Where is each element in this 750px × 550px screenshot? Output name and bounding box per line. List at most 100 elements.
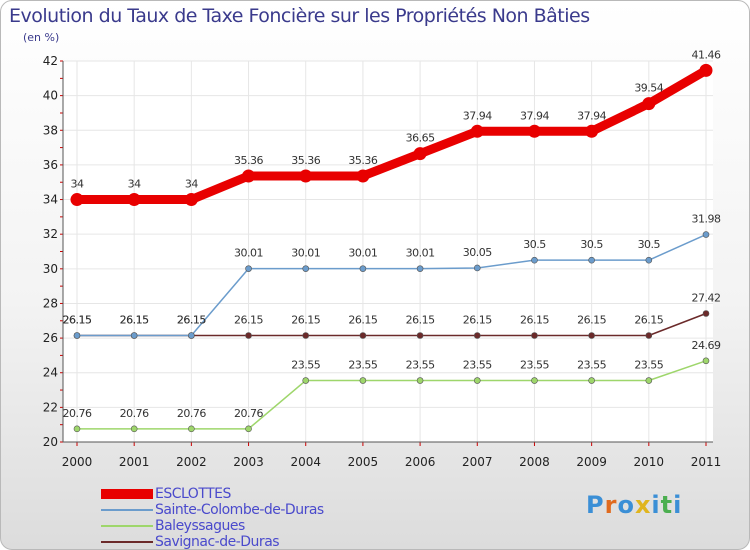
data-label: 30.01: [406, 247, 435, 260]
data-label: 34: [128, 178, 141, 191]
data-label: 35.36: [291, 154, 320, 167]
data-point: [359, 377, 367, 384]
data-label: 26.15: [348, 313, 377, 326]
data-label: 20.76: [234, 407, 263, 420]
data-point: [130, 425, 138, 433]
data-label: 35.36: [234, 154, 263, 167]
data-label: 39.54: [634, 82, 663, 95]
data-label: 26.15: [120, 313, 149, 326]
x-tick-label: 2007: [462, 455, 493, 469]
logo-letter: o: [617, 491, 635, 519]
data-label: 34: [71, 178, 84, 191]
data-point: [416, 332, 424, 339]
data-point: [585, 124, 599, 138]
data-label: 23.55: [634, 359, 663, 372]
data-point: [473, 332, 481, 339]
data-label: 26.15: [463, 313, 492, 326]
data-label: 26.15: [177, 313, 206, 326]
data-label: 36.65: [406, 132, 435, 145]
data-point: [245, 265, 252, 272]
logo-letter: t: [660, 491, 674, 519]
logo-letter: x: [634, 491, 652, 519]
data-label: 27.42: [692, 291, 721, 304]
data-label: 26.15: [520, 313, 549, 326]
data-label: 26.15: [120, 313, 149, 326]
data-point: [73, 425, 81, 433]
data-label: 24.69: [692, 339, 721, 352]
x-tick-label: 2005: [348, 455, 379, 469]
proxiti-logo: Proxiti: [586, 491, 682, 519]
data-point: [588, 377, 595, 384]
data-label: 30.01: [234, 247, 263, 260]
data-label: 26.15: [634, 313, 663, 326]
series-line-1: [76, 233, 707, 337]
data-label: 26.15: [63, 313, 92, 326]
y-tick-label: 42: [43, 54, 58, 68]
data-label: 37.94: [577, 109, 606, 122]
data-label: 23.55: [577, 359, 606, 372]
data-point: [302, 265, 310, 272]
data-point: [702, 310, 710, 317]
data-point: [245, 425, 252, 433]
data-label: 30.01: [348, 247, 377, 260]
legend-label: ESCLOTTES: [155, 486, 231, 502]
data-point: [642, 97, 656, 111]
y-tick-label: 24: [43, 366, 58, 380]
line-chart: 20 22 24 26 28 30 32 34 36 38 40 42 2000 2001 2002 2003…: [43, 48, 722, 469]
data-label: 23.55: [291, 359, 320, 372]
data-point: [302, 332, 310, 339]
data-label: 37.94: [463, 109, 492, 122]
data-point: [473, 377, 481, 384]
chart-title: Evolution du Taux de Taxe Foncière sur l…: [9, 5, 590, 27]
data-point: [70, 193, 84, 207]
y-tick-label: 36: [43, 158, 58, 172]
legend-label: Savignac-de-Duras: [155, 534, 280, 550]
data-point: [188, 425, 195, 433]
unit-label: (en %): [23, 31, 60, 44]
y-tick-label: 28: [43, 296, 58, 310]
x-tick-label: 2001: [119, 455, 150, 469]
logo-letter: i: [651, 491, 661, 519]
data-point: [531, 377, 538, 384]
logo-letter: i: [673, 491, 683, 519]
data-point: [645, 377, 653, 384]
data-point: [188, 332, 195, 339]
x-tick-label: 2004: [290, 455, 321, 469]
data-point: [416, 265, 424, 272]
x-tick-label: 2010: [634, 455, 665, 469]
data-point: [699, 63, 713, 77]
x-tick-label: 2009: [576, 455, 607, 469]
data-point: [702, 231, 710, 238]
data-point: [645, 256, 653, 264]
y-tick-label: 34: [43, 193, 58, 207]
data-point: [242, 169, 256, 183]
x-tick-label: 2003: [233, 455, 264, 469]
data-label: 26.15: [234, 313, 263, 326]
y-tick-label: 38: [43, 123, 58, 137]
y-tick-label: 26: [43, 331, 58, 345]
series-line-0: [72, 65, 711, 205]
legend-swatch: [101, 541, 153, 543]
data-label: 26.15: [177, 313, 206, 326]
data-label: 30.5: [523, 238, 546, 251]
data-point: [470, 124, 484, 138]
x-tick-label: 2002: [176, 455, 207, 469]
data-point: [130, 332, 138, 339]
data-label: 23.55: [406, 359, 435, 372]
data-point: [531, 256, 538, 264]
data-label: 34: [185, 178, 198, 191]
y-tick-label: 30: [43, 262, 58, 276]
y-tick-label: 32: [43, 227, 58, 241]
data-point: [127, 193, 141, 207]
data-point: [527, 124, 541, 138]
x-tick-label: 2006: [405, 455, 436, 469]
data-point: [73, 332, 81, 339]
x-tick-label: 2000: [62, 455, 93, 469]
data-point: [359, 265, 367, 272]
data-point: [473, 264, 481, 272]
data-point: [413, 147, 427, 161]
data-label: 23.55: [520, 359, 549, 372]
legend-swatch: [101, 509, 153, 511]
logo-letter: r: [604, 491, 618, 519]
